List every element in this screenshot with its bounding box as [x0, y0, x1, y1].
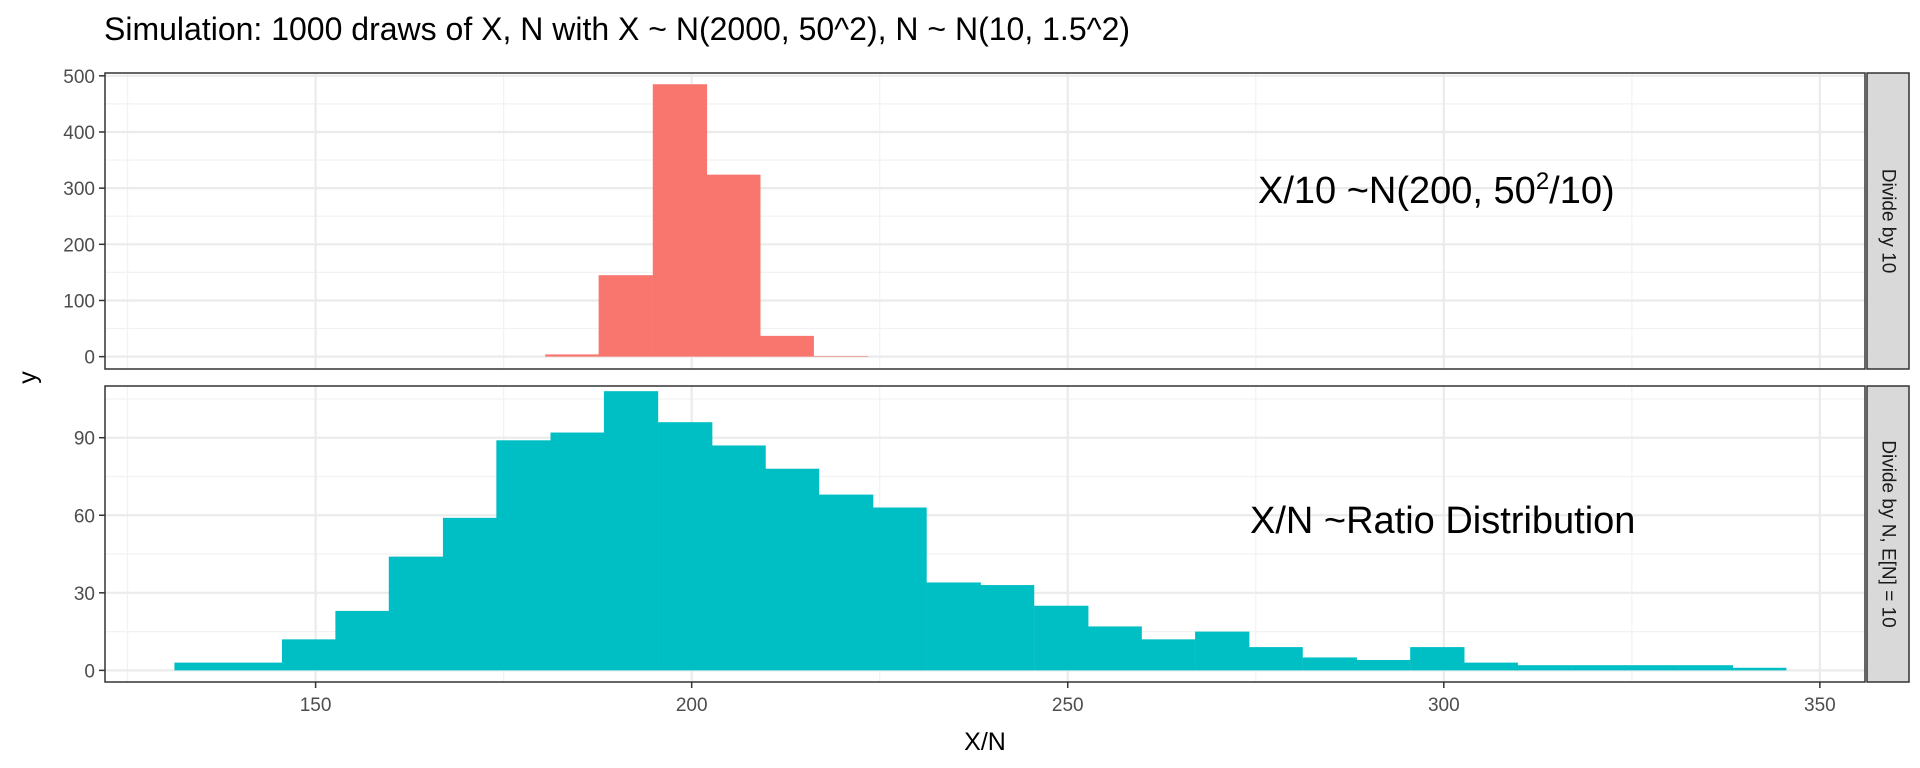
- chart-title: Simulation: 1000 draws of X, N with X ~ …: [104, 11, 1130, 47]
- strip-label: Divide by N, E[N] = 10: [1878, 440, 1899, 627]
- histogram-bar: [1087, 626, 1142, 671]
- histogram-bar: [1034, 605, 1089, 671]
- histogram-bar: [813, 356, 869, 357]
- y-tick-label: 90: [74, 429, 95, 450]
- x-tick-label: 200: [676, 695, 708, 716]
- x-tick-label: 350: [1804, 695, 1836, 716]
- histogram-bar: [1571, 665, 1626, 671]
- facet-strip: Divide by 10: [1866, 72, 1910, 370]
- facet-panel: 0 100 200 300 400 500 Divide by 10 X/10 ~N(200,…: [63, 67, 1910, 370]
- x-tick-label: 250: [1052, 695, 1084, 716]
- histogram-bar: [174, 662, 229, 671]
- x-axis-title: X/N: [964, 728, 1006, 756]
- panel-annotation: X/N ~Ratio Distribution: [1250, 500, 1635, 542]
- histogram-bar: [603, 391, 659, 671]
- histogram-bar: [926, 582, 981, 671]
- panel-border: [104, 385, 1866, 683]
- grid-lines: [105, 73, 1865, 369]
- histogram-bar: [1732, 667, 1787, 671]
- histogram-bar: [1516, 665, 1572, 671]
- y-tick-label: 0: [84, 661, 95, 682]
- histogram-bar: [496, 440, 551, 671]
- histogram-bars: [545, 84, 869, 357]
- y-tick-label: 400: [63, 123, 95, 144]
- panel-annotation: X/10 ~N(200, 502/10): [1258, 168, 1615, 212]
- histogram-bar: [335, 610, 390, 671]
- y-tick-label: 300: [63, 179, 95, 200]
- histogram-bar: [1678, 665, 1733, 671]
- strip-background: [1866, 385, 1910, 683]
- histogram-bar: [281, 639, 337, 671]
- histogram-bar: [1195, 631, 1250, 671]
- y-tick-label: 100: [63, 291, 95, 312]
- histogram-bar: [979, 585, 1035, 671]
- histogram-bar: [545, 354, 600, 357]
- y-tick-label: 60: [74, 506, 95, 527]
- histogram-bar: [1140, 639, 1196, 671]
- histogram-bar: [819, 494, 874, 671]
- histogram-bar: [658, 422, 713, 671]
- histogram-bar: [598, 275, 653, 357]
- x-axis: 150 200 250 300 350: [300, 682, 1836, 716]
- strip-background: [1866, 72, 1910, 370]
- histogram-bar: [442, 517, 498, 671]
- histogram-bar: [388, 556, 444, 671]
- histogram-bar: [1356, 660, 1411, 671]
- histogram-bar: [652, 84, 708, 357]
- y-axis-title: y: [14, 371, 42, 384]
- y-tick-label: 500: [63, 67, 95, 88]
- facet-strip: Divide by N, E[N] = 10: [1866, 385, 1910, 683]
- y-tick-label: 200: [63, 235, 95, 256]
- strip-label: Divide by 10: [1878, 169, 1899, 274]
- histogram-bar: [1463, 662, 1518, 671]
- histogram-bar: [227, 662, 283, 671]
- histogram-bar: [1302, 657, 1357, 671]
- x-tick-label: 300: [1428, 695, 1460, 716]
- histogram-bar: [1410, 647, 1465, 671]
- histogram-bar: [759, 335, 814, 357]
- x-tick-label: 150: [300, 695, 332, 716]
- histogram-bar: [550, 432, 605, 671]
- histogram-bar: [1624, 665, 1679, 671]
- histogram-bar: [764, 468, 820, 671]
- histogram-bars: [174, 391, 1787, 671]
- facet-panel: 0 30 60 90 Divide by N, E[N] = 10 X/N ~Ratio …: [74, 385, 1910, 683]
- y-tick-label: 30: [74, 584, 95, 605]
- y-tick-label: 0: [84, 348, 95, 369]
- histogram-bar: [1248, 647, 1303, 671]
- histogram-bar: [706, 174, 761, 357]
- histogram-bar: [711, 445, 766, 671]
- panel-border: [104, 72, 1866, 370]
- histogram-bar: [872, 507, 927, 671]
